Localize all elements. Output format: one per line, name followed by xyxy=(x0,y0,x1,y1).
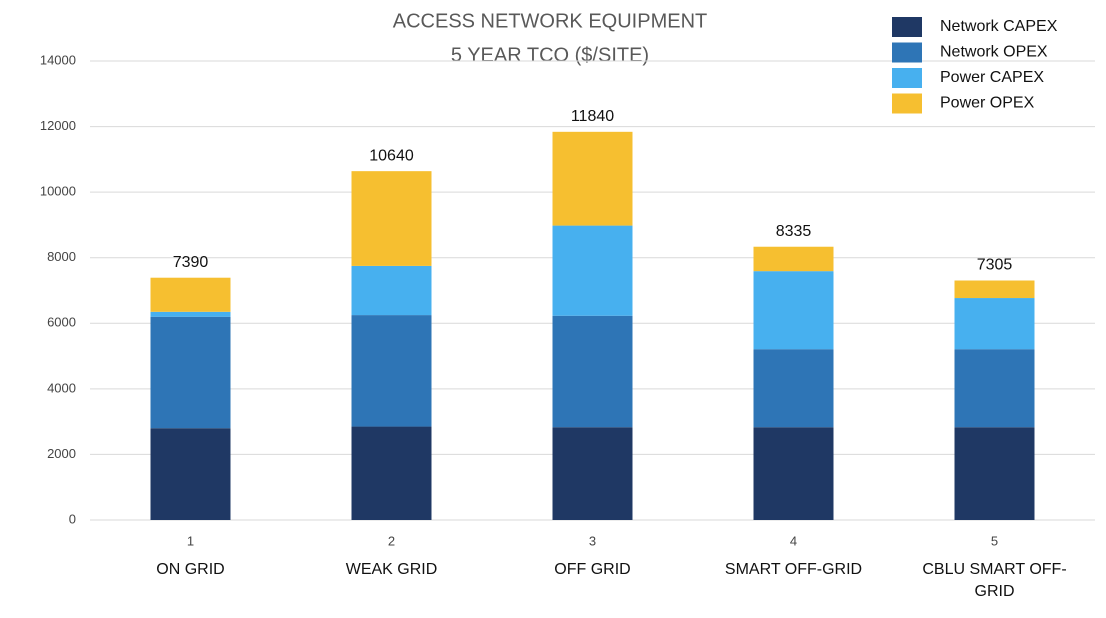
legend-swatch xyxy=(892,42,922,63)
y-tick-label: 2000 xyxy=(47,446,76,461)
bar-segment xyxy=(753,349,834,428)
y-tick-label: 14000 xyxy=(40,52,76,67)
bar-segment xyxy=(954,280,1035,299)
legend-label: Network CAPEX xyxy=(940,18,1058,35)
bar-segment xyxy=(954,349,1035,428)
x-tick-label: 1 xyxy=(187,533,194,548)
bar-segment xyxy=(351,315,432,427)
y-tick-label: 10000 xyxy=(40,184,76,199)
bar-segment xyxy=(552,225,633,316)
legend-label: Network OPEX xyxy=(940,44,1048,61)
legend-label: Power CAPEX xyxy=(940,69,1044,86)
bar-segment xyxy=(753,246,834,272)
category-label: CBLU SMART OFF-GRID xyxy=(922,561,1067,600)
chart-subtitle: 5 YEAR TCO ($/SITE) xyxy=(451,44,649,66)
bar-segment xyxy=(351,171,432,266)
y-tick-label: 6000 xyxy=(47,315,76,330)
bar-segment xyxy=(351,265,432,316)
y-tick-label: 4000 xyxy=(47,380,76,395)
bar-segment xyxy=(150,428,231,520)
bar-segment xyxy=(954,427,1035,520)
x-tick-label: 4 xyxy=(790,533,797,548)
total-label: 11840 xyxy=(571,108,614,125)
y-tick-label: 12000 xyxy=(40,118,76,133)
y-tick-label: 0 xyxy=(69,511,76,526)
bar-segment xyxy=(552,427,633,520)
bar-segment xyxy=(150,311,231,317)
bar-segment xyxy=(150,277,231,312)
chart-title: ACCESS NETWORK EQUIPMENT xyxy=(393,10,707,32)
legend-label: Power OPEX xyxy=(940,95,1035,112)
bar-segment xyxy=(351,426,432,520)
total-label: 7390 xyxy=(173,254,209,271)
x-tick-label: 5 xyxy=(991,533,998,548)
total-label: 10640 xyxy=(369,147,414,164)
bar-segment xyxy=(753,271,834,350)
x-tick-label: 3 xyxy=(589,533,596,548)
category-label: SMART OFF-GRID xyxy=(724,561,863,578)
bar-segment xyxy=(954,298,1035,350)
category-label: OFF GRID xyxy=(554,561,631,578)
total-label: 8335 xyxy=(776,223,812,240)
bar-segment xyxy=(150,316,231,429)
bar-segment xyxy=(552,315,633,428)
legend-swatch xyxy=(892,17,922,37)
y-tick-label: 8000 xyxy=(47,249,76,264)
legend-swatch xyxy=(892,93,922,114)
category-label: ON GRID xyxy=(156,561,225,578)
bar-segment xyxy=(552,131,633,226)
bar-segment xyxy=(753,427,834,520)
category-label: WEAK GRID xyxy=(345,561,438,578)
x-tick-label: 2 xyxy=(388,533,395,548)
total-label: 7305 xyxy=(977,257,1013,274)
legend-swatch xyxy=(892,68,922,88)
